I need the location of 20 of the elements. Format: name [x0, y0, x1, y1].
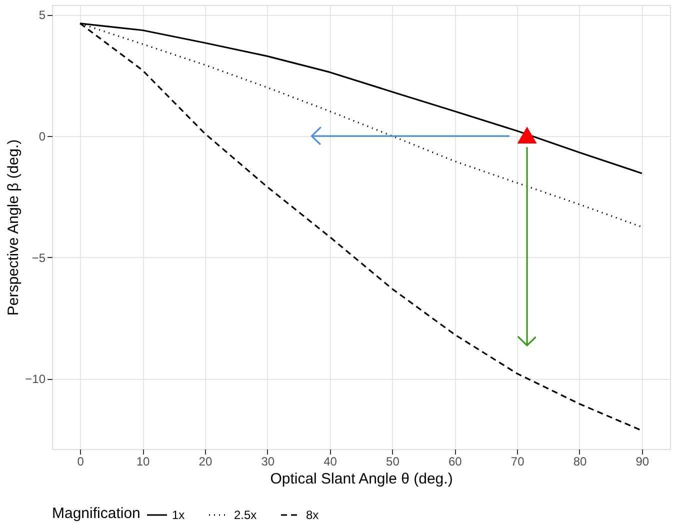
x-tick-label: 20 [198, 454, 212, 468]
y-tick-label: −10 [25, 372, 46, 386]
legend-label: 8x [306, 508, 319, 522]
x-tick-label: 50 [386, 454, 400, 468]
x-tick-label: 70 [510, 454, 525, 468]
legend-label: 2.5x [234, 508, 257, 522]
x-tick-label: 30 [261, 454, 275, 468]
x-axis-title: Optical Slant Angle θ (deg.) [270, 470, 453, 488]
y-tick-label: 5 [38, 8, 46, 22]
y-tick-label: 0 [38, 130, 46, 144]
y-axis-title: Perspective Angle β (deg.) [5, 139, 22, 316]
x-tick-label: 80 [573, 454, 587, 468]
x-tick-label: 60 [448, 454, 462, 468]
x-tick-label: 90 [636, 454, 650, 468]
legend-title: Magnification [52, 505, 140, 522]
x-tick-label: 0 [77, 454, 84, 468]
x-tick-label: 40 [324, 454, 338, 468]
y-tick-label: −5 [32, 250, 46, 265]
x-tick-label: 10 [136, 454, 150, 468]
legend-label: 1x [172, 508, 185, 522]
